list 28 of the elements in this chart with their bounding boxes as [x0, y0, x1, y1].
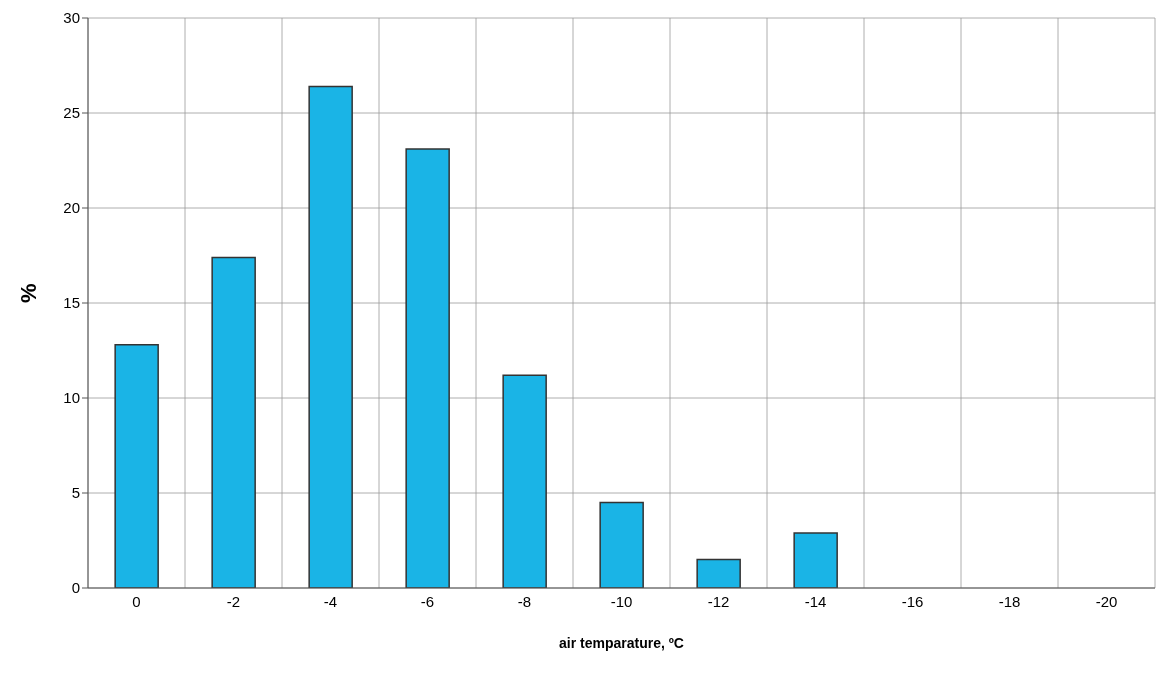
x-tick-label: -20: [1095, 592, 1118, 610]
y-tick-label: 25: [63, 104, 80, 122]
x-tick-label: -14: [804, 592, 827, 610]
y-tick-label: 15: [63, 294, 80, 312]
x-tick-label: -6: [420, 592, 435, 610]
bar: [793, 532, 838, 588]
y-axis-title: %: [15, 283, 41, 303]
y-tick-label: 30: [63, 9, 80, 27]
x-tick-label: -2: [226, 592, 241, 610]
x-tick-label: -18: [998, 592, 1021, 610]
x-axis-title: air temparature, ºC: [559, 635, 684, 651]
bar: [308, 85, 353, 588]
bar: [502, 374, 547, 588]
y-tick-label: 10: [63, 389, 80, 407]
x-tick-label: 0: [132, 592, 141, 610]
x-tick-label: -8: [517, 592, 532, 610]
bar: [405, 148, 450, 588]
y-tick-label: 20: [63, 199, 80, 217]
x-tick-label: -16: [901, 592, 924, 610]
x-tick-label: -12: [707, 592, 730, 610]
y-tick-label: 5: [71, 484, 80, 502]
bar: [599, 501, 644, 588]
bar: [211, 256, 256, 588]
x-tick-label: -4: [323, 592, 338, 610]
bar: [114, 344, 159, 588]
bar: [696, 558, 741, 588]
y-tick-label: 0: [71, 579, 80, 597]
x-tick-label: -10: [610, 592, 633, 610]
